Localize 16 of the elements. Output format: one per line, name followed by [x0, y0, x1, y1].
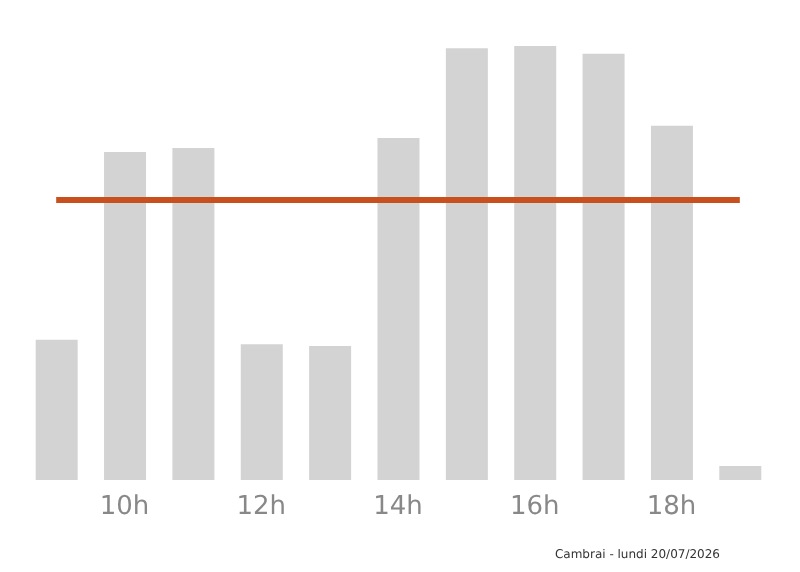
bar [582, 53, 625, 480]
x-tick-label: 18h [646, 492, 697, 523]
bar [445, 48, 488, 480]
bar [377, 138, 420, 480]
bar [240, 344, 283, 480]
bar [35, 339, 78, 480]
bar [172, 147, 215, 480]
x-tick-label: 10h [99, 492, 150, 523]
x-tick-label: 14h [373, 492, 423, 523]
bar [104, 151, 147, 480]
x-tick-label: 16h [509, 492, 560, 523]
bar [719, 466, 762, 480]
bar [650, 125, 693, 480]
x-tick-label: 12h [236, 492, 287, 523]
bar [309, 345, 352, 480]
bar [514, 46, 557, 480]
